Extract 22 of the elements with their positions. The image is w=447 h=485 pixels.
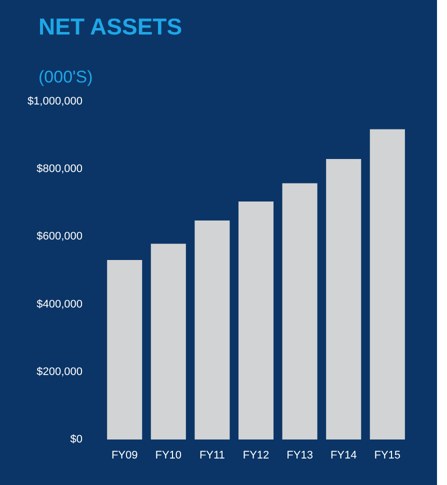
x-tick-label: FY09 — [111, 450, 138, 462]
y-tick-label: $400,000 — [36, 298, 83, 310]
bar — [282, 183, 318, 440]
chart-title: NET ASSETS — [38, 14, 182, 40]
y-tick-label: $600,000 — [36, 230, 83, 243]
x-tick-label: FY13 — [286, 450, 313, 462]
bar — [107, 260, 142, 440]
y-tick-label: $0 — [70, 434, 83, 446]
bar — [326, 158, 362, 440]
bar — [150, 244, 186, 440]
x-tick-label: FY10 — [155, 450, 182, 462]
bar — [194, 220, 230, 440]
y-tick-label: $1,000,000 — [27, 96, 83, 108]
x-tick-label: FY14 — [330, 450, 357, 462]
x-tick-label: FY12 — [242, 450, 270, 462]
x-tick-label: FY15 — [374, 450, 401, 462]
bar — [370, 129, 405, 440]
bar — [238, 202, 274, 440]
chart-subtitle: (000'S) — [38, 68, 93, 86]
y-tick-label: $800,000 — [36, 163, 83, 176]
x-tick-label: FY11 — [199, 450, 225, 462]
y-tick-label: $200,000 — [36, 366, 83, 378]
